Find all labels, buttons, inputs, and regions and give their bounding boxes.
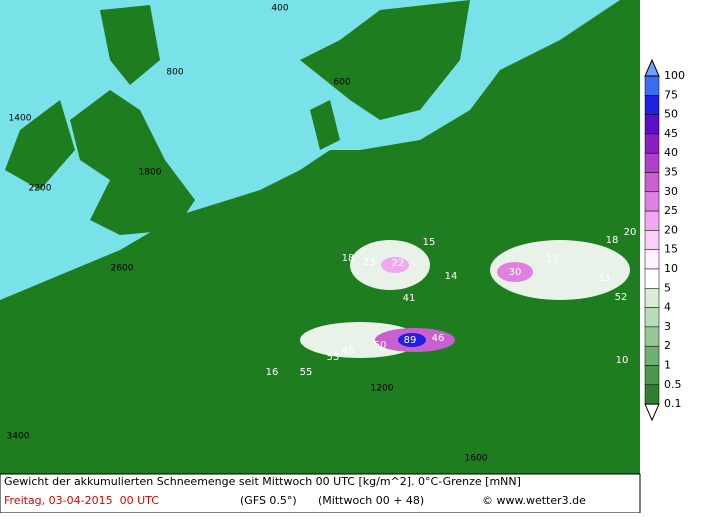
snow-value: 33 xyxy=(598,273,611,284)
legend-label: 45 xyxy=(664,127,678,140)
snow-value: 18 xyxy=(606,235,619,246)
legend-swatch xyxy=(644,172,660,193)
legend-label: 75 xyxy=(664,88,678,101)
snow-value: 30 xyxy=(509,267,522,278)
legend-swatch xyxy=(644,365,660,386)
footer-credit: © www.wetter3.de xyxy=(482,494,586,507)
snow-value: 52 xyxy=(615,292,628,303)
legend-label: 35 xyxy=(664,166,678,179)
legend-label: 40 xyxy=(664,146,678,159)
legend-label: 0.1 xyxy=(664,397,682,410)
isoline-label: 800 xyxy=(166,68,183,78)
snow-value: 10 xyxy=(616,355,629,366)
legend-swatch xyxy=(644,326,660,347)
snow-value: 23 xyxy=(363,257,376,268)
snow-value: 45 xyxy=(342,346,355,357)
snow-value: 14 xyxy=(445,271,458,282)
legend-label: 50 xyxy=(664,108,678,121)
legend-arrow-top xyxy=(644,58,660,77)
snow-value: 50 xyxy=(374,340,387,351)
legend-label: 25 xyxy=(664,204,678,217)
legend-label: 1 xyxy=(664,359,671,372)
isoline-label: 1200 xyxy=(371,384,394,394)
legend-label: 20 xyxy=(664,223,678,236)
legend-swatch xyxy=(644,249,660,270)
legend-label: 0.5 xyxy=(664,378,682,391)
snow-value: 18 xyxy=(342,253,355,264)
legend-label: 5 xyxy=(664,281,671,294)
footer-box xyxy=(0,473,641,514)
land xyxy=(0,0,640,474)
snow-value: 53 xyxy=(327,352,340,363)
snow-heavy xyxy=(375,257,533,352)
legend-swatch xyxy=(644,288,660,308)
isoline-label: 1600 xyxy=(465,454,488,464)
isoline-label: 1400 xyxy=(9,114,32,124)
footer-run: (Mittwoch 00 + 48) xyxy=(318,494,424,507)
legend-swatch xyxy=(644,307,660,328)
isoline-label: 400 xyxy=(271,4,288,14)
footer-model: (GFS 0.5°) xyxy=(240,494,297,507)
legend-swatch xyxy=(644,191,660,212)
legend-swatch xyxy=(644,230,660,250)
legend-swatch xyxy=(644,210,660,231)
isoline-label: 600 xyxy=(333,78,350,88)
legend-swatch xyxy=(644,268,660,289)
snow-value: 20 xyxy=(624,227,637,238)
isoline-label: 2200 xyxy=(29,184,52,194)
snow-value: 16 xyxy=(266,367,279,378)
isoline-label: 3400 xyxy=(7,432,30,442)
legend-swatch xyxy=(644,384,660,405)
legend-swatch xyxy=(644,345,660,366)
snow-value: 15 xyxy=(423,237,436,248)
legend-label: 100 xyxy=(664,69,685,82)
legend-label: 10 xyxy=(664,262,678,275)
isoline-label: 2600 xyxy=(111,264,134,274)
legend-label: 3 xyxy=(664,320,671,333)
legend-label: 4 xyxy=(664,301,671,314)
legend-label: 2 xyxy=(664,339,671,352)
snow-value: 46 xyxy=(432,333,445,344)
footer-date: Freitag, 03-04-2015 00 UTC xyxy=(4,494,159,507)
legend-swatch xyxy=(644,95,660,115)
legend-swatch xyxy=(644,75,660,96)
legend-label: 15 xyxy=(664,243,678,256)
legend-swatch xyxy=(644,114,660,135)
footer-description: Gewicht der akkumulierten Schneemenge se… xyxy=(4,475,521,488)
snow-value: 55 xyxy=(300,367,313,378)
legend-swatch xyxy=(644,152,660,173)
legend-label: 30 xyxy=(664,185,678,198)
snow-value: 13 xyxy=(546,254,559,265)
snow-value: 89 xyxy=(404,335,417,346)
legend-arrow-bottom xyxy=(644,403,660,422)
isoline-label: 1800 xyxy=(139,168,162,178)
snow-value: 41 xyxy=(403,293,416,304)
legend-swatch xyxy=(644,133,660,154)
snow-value: 22 xyxy=(392,258,405,269)
